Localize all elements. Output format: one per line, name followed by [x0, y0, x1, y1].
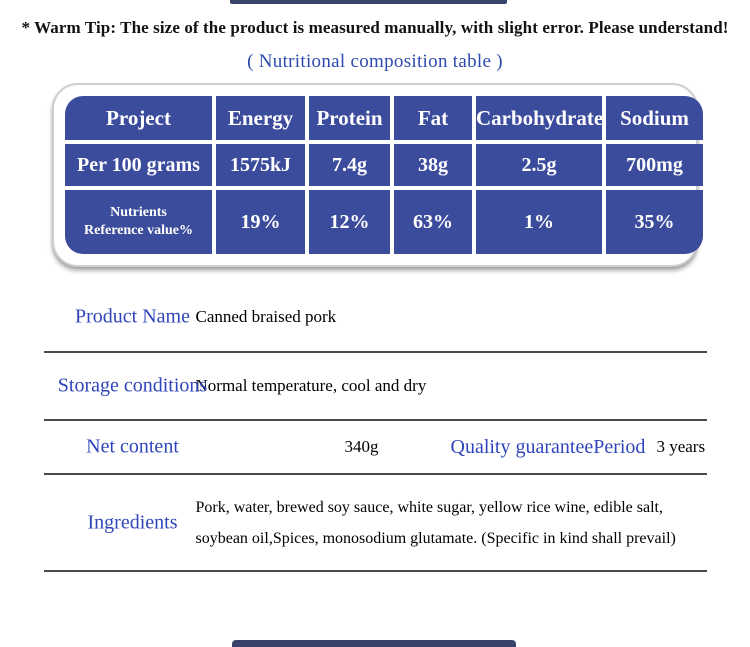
product-name-value: Canned braised pork	[195, 307, 337, 326]
quality-guarantee-value: 3 years	[656, 437, 706, 456]
row-label-nutrients-reference: Nutrients Reference value%	[65, 190, 212, 254]
net-content-label: Net content	[86, 435, 179, 458]
detail-row-net-content: Net content 340g Quality guaranteePeriod…	[43, 421, 707, 475]
nrv-sodium: 35%	[606, 190, 703, 254]
nutrients-reference-row: Nutrients Reference value% 19% 12% 63% 1…	[65, 190, 703, 254]
table-header-row: Project Energy Protein Fat Carbohydrate …	[65, 96, 703, 140]
nutrients-label-line2: Reference value%	[84, 223, 193, 238]
nutrition-section-title: ( Nutritional composition table )	[247, 51, 503, 72]
header-cell-fat: Fat	[394, 96, 472, 140]
value-fat: 38g	[394, 144, 472, 186]
detail-row-product-name: Product Name Canned braised pork	[43, 283, 707, 353]
nrv-fat: 63%	[394, 190, 472, 254]
value-energy: 1575kJ	[216, 144, 305, 186]
header-cell-project: Project	[65, 96, 212, 140]
header-cell-protein: Protein	[309, 96, 390, 140]
value-carbohydrate: 2.5g	[476, 144, 602, 186]
nutrition-table: Project Energy Protein Fat Carbohydrate …	[61, 92, 707, 258]
detail-row-storage: Storage conditions Normal temperature, c…	[43, 353, 707, 421]
nrv-energy: 19%	[216, 190, 305, 254]
row-label-per-100-grams: Per 100 grams	[65, 144, 212, 186]
ingredients-value: Pork, water, brewed soy sauce, white sug…	[196, 492, 676, 554]
detail-row-ingredients: Ingredients Pork, water, brewed soy sauc…	[43, 475, 707, 572]
header-cell-energy: Energy	[216, 96, 305, 140]
storage-label: Storage conditions	[57, 374, 208, 397]
ingredients-label: Ingredients	[87, 511, 178, 533]
ingredients-value-line2: soybean oil,Spices, monosodium glutamate…	[195, 529, 676, 547]
net-content-value: 340g	[344, 437, 379, 456]
quality-guarantee-label: Quality guaranteePeriod	[450, 435, 646, 458]
nrv-protein: 12%	[309, 190, 390, 254]
header-cell-carbohydrate: Carbohydrate	[476, 96, 602, 140]
nrv-carbohydrate: 1%	[476, 190, 602, 254]
value-protein: 7.4g	[309, 144, 390, 186]
product-details-list: Product Name Canned braised pork Storage…	[43, 283, 707, 572]
value-sodium: 700mg	[606, 144, 703, 186]
nutrition-table-frame: Project Energy Protein Fat Carbohydrate …	[52, 83, 703, 267]
storage-value: Normal temperature, cool and dry	[195, 376, 427, 395]
product-name-label: Product Name	[75, 305, 190, 328]
bottom-banner-sliver	[232, 640, 516, 647]
per-100-grams-row: Per 100 grams 1575kJ 7.4g 38g 2.5g 700mg	[65, 144, 703, 186]
warm-tip-text: * Warm Tip: The size of the product is m…	[21, 18, 729, 37]
nutrients-label-line1: Nutrients	[110, 204, 167, 220]
header-cell-sodium: Sodium	[606, 96, 703, 140]
top-banner-sliver	[230, 0, 507, 4]
ingredients-value-line1: Pork, water, brewed soy sauce, white sug…	[195, 498, 663, 516]
